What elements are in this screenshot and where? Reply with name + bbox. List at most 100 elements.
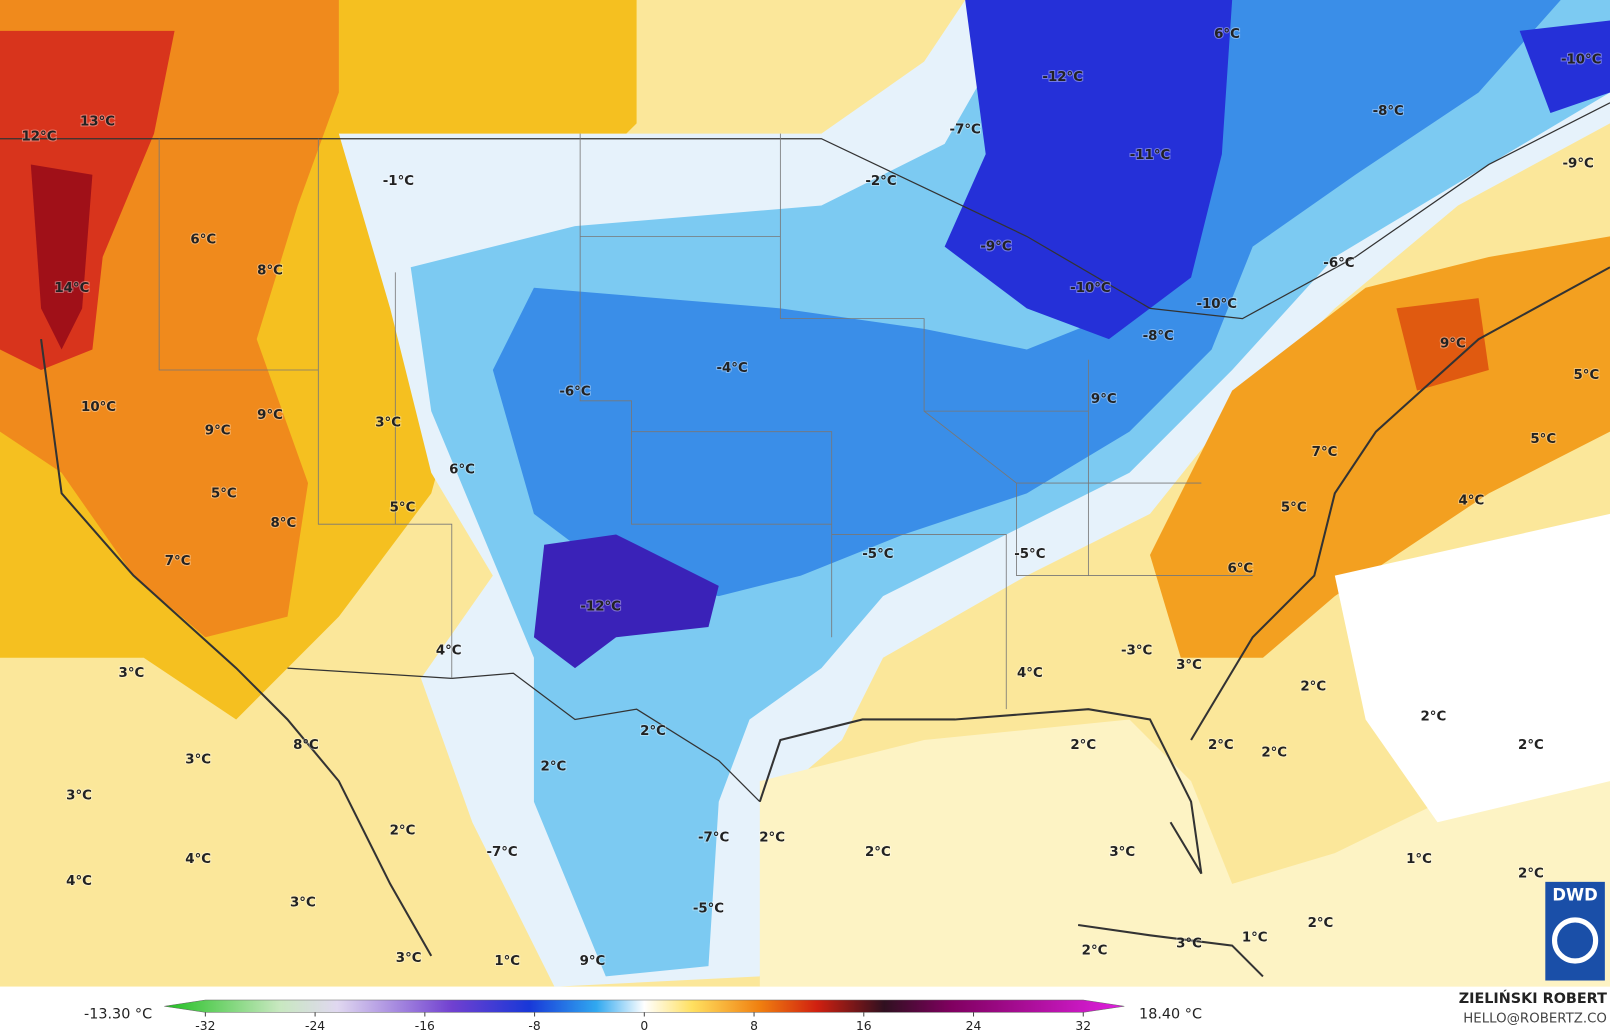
min-label: -13.30 °C	[84, 1007, 152, 1023]
logo-text: DWD	[1552, 886, 1597, 905]
temperature-label: -12°C	[1042, 70, 1083, 85]
temperature-label: -9°C	[1563, 156, 1594, 171]
temperature-label: 1°C	[494, 954, 520, 969]
temperature-label: -3°C	[1121, 644, 1152, 659]
temperature-label: -7°C	[698, 831, 729, 846]
temperature-label: 1°C	[1242, 930, 1268, 945]
temperature-label: 6°C	[449, 463, 475, 478]
temperature-label: 2°C	[390, 823, 416, 838]
temperature-label: 2°C	[541, 760, 567, 775]
temperature-label: -9°C	[980, 240, 1011, 255]
max-label: 18.40 °C	[1139, 1007, 1202, 1023]
atlantic-neutral	[1334, 513, 1610, 823]
temperature-label: 3°C	[375, 415, 401, 430]
temperature-label: 2°C	[1300, 680, 1326, 695]
colorbar-tick-label: -32	[195, 1019, 215, 1033]
temperature-label: 2°C	[1070, 738, 1096, 753]
temperature-label: 2°C	[1518, 867, 1544, 882]
colorbar-ticks: -32 -24 -16 -8 0 8 16 24 32	[195, 1012, 1091, 1033]
temperature-field	[0, 0, 1610, 987]
temperature-label: 13°C	[80, 114, 115, 129]
email: HELLO@ROBERTZ.CO	[1463, 1012, 1607, 1027]
temperature-label: -10°C	[1070, 281, 1111, 296]
colorbar-tick-label: -24	[305, 1019, 325, 1033]
map-labels: 6°C -12°C -10°C -7°C -8°C -11°C -9°C 13°C 12°C -1…	[20, 26, 1602, 970]
temperature-label: 2°C	[865, 845, 891, 860]
temperature-label: 3°C	[396, 951, 422, 966]
colder-zone	[492, 0, 1561, 597]
temperature-label: -5°C	[862, 547, 893, 562]
temperature-label: -6°C	[559, 385, 590, 400]
temperature-label: -10°C	[1561, 53, 1602, 68]
temperature-label: 3°C	[185, 753, 211, 768]
logo: DWD	[1545, 881, 1605, 981]
temperature-label: 6°C	[1214, 27, 1240, 42]
temperature-label: 2°C	[1261, 745, 1287, 760]
coldest-northeast	[944, 0, 1233, 340]
warm-east	[1150, 236, 1610, 658]
temperature-label: 9°C	[1091, 392, 1117, 407]
temperature-label: 5°C	[1530, 432, 1556, 447]
temperature-label: 10°C	[81, 400, 116, 415]
temperature-label: 3°C	[66, 789, 92, 804]
temperature-label: -11°C	[1130, 148, 1171, 163]
temperature-label: -2°C	[865, 174, 896, 189]
temperature-label: 14°C	[54, 281, 89, 296]
temperature-label: 8°C	[257, 263, 283, 278]
temperature-label: 2°C	[1518, 738, 1544, 753]
temperature-label: 7°C	[1312, 445, 1338, 460]
temperature-label: 2°C	[1208, 738, 1234, 753]
colorbar-tick-label: -16	[415, 1019, 435, 1033]
temperature-label: -8°C	[1143, 329, 1174, 344]
temperature-label: 9°C	[580, 954, 606, 969]
temperature-label: 2°C	[759, 831, 785, 846]
temperature-label: -4°C	[716, 361, 747, 376]
colorbar-tick-label: -8	[528, 1019, 540, 1033]
temperature-label: 6°C	[190, 232, 216, 247]
temperature-label: 6°C	[1227, 561, 1253, 576]
state-lines	[158, 133, 1253, 710]
temperature-label: 5°C	[1281, 501, 1307, 516]
colorbar-tick-label: 16	[856, 1019, 872, 1033]
temperature-label: 8°C	[293, 738, 319, 753]
canada-border	[0, 102, 1610, 320]
author: ZIELIŃSKI ROBERT	[1459, 989, 1607, 1007]
temperature-label: 3°C	[1176, 937, 1202, 952]
temperature-label: 3°C	[1176, 658, 1202, 673]
cold-east	[1519, 20, 1610, 114]
hot-core	[30, 164, 93, 350]
temperature-label: 2°C	[1082, 944, 1108, 959]
temperature-label: -7°C	[950, 123, 981, 138]
temperature-label: -1°C	[383, 174, 414, 189]
temperature-label: -5°C	[693, 902, 724, 917]
atlantic-coast	[1190, 266, 1610, 741]
logo-swirl	[1551, 917, 1599, 964]
temperature-label: -5°C	[1014, 547, 1045, 562]
temperature-label: 8°C	[271, 516, 297, 531]
colorbar-tick-label: 8	[750, 1019, 758, 1033]
temperature-label: 5°C	[211, 486, 237, 501]
temperature-label: 2°C	[1421, 709, 1447, 724]
temperature-label: 5°C	[1574, 368, 1600, 383]
colorbar-tick-label: 24	[966, 1019, 982, 1033]
temperature-label: 5°C	[390, 501, 416, 516]
temperature-label: 9°C	[205, 424, 231, 439]
temperature-label: 3°C	[290, 895, 316, 910]
temperature-label: 4°C	[1459, 494, 1485, 509]
temperature-label: 4°C	[436, 644, 462, 659]
temperature-label: 9°C	[257, 408, 283, 423]
temperature-label: -10°C	[1196, 297, 1237, 312]
temperature-label: 2°C	[640, 724, 666, 739]
hot-east	[1396, 298, 1489, 391]
colorbar	[164, 999, 1125, 1013]
temperature-label: -12°C	[580, 599, 621, 614]
temperature-label: -7°C	[486, 845, 517, 860]
colorbar-tick-label: 32	[1075, 1019, 1091, 1033]
cuba-coast	[1077, 924, 1264, 978]
temperature-label: 4°C	[185, 852, 211, 867]
temperature-label: 3°C	[1109, 845, 1135, 860]
temperature-label: 4°C	[1017, 666, 1043, 681]
temperature-label: 1°C	[1406, 852, 1432, 867]
